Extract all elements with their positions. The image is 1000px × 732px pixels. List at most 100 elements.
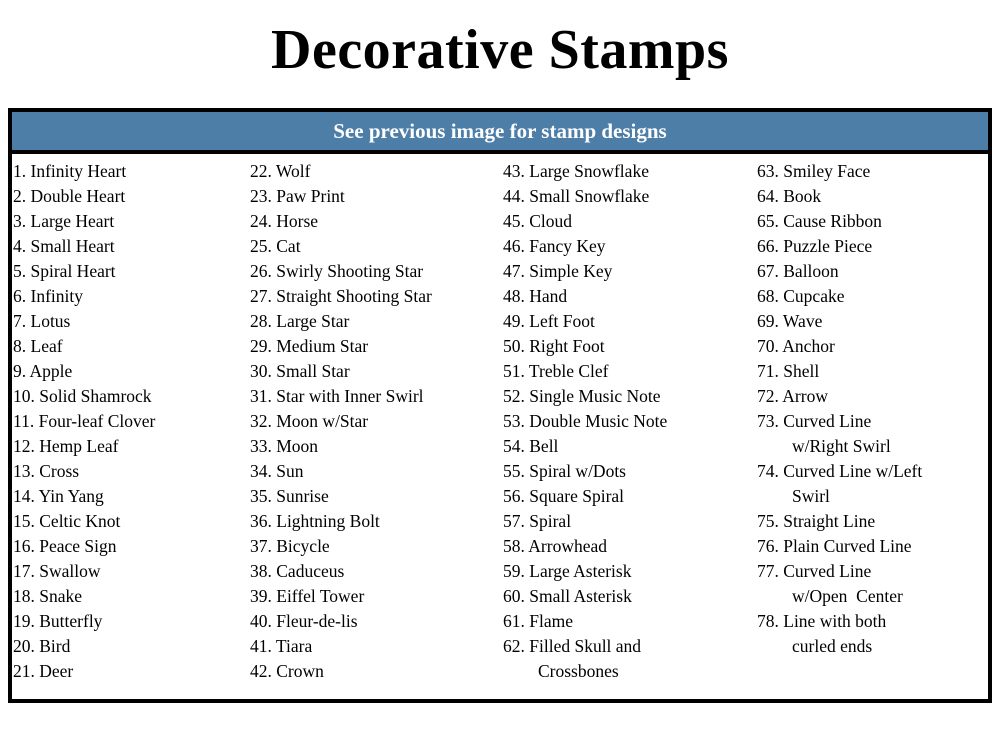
list-item-line: 11. Four-leaf Clover: [13, 411, 156, 431]
list-item-line: 67. Balloon: [757, 261, 839, 281]
list-item-line: 4. Small Heart: [13, 236, 115, 256]
list-item-line: 49. Left Foot: [503, 311, 595, 331]
list-item: 38. Caduceus: [250, 559, 503, 584]
list-item-line: 38. Caduceus: [250, 561, 345, 581]
list-item-line: 26. Swirly Shooting Star: [250, 261, 424, 281]
list-item-line: 18. Snake: [13, 586, 83, 606]
list-item-line: 48. Hand: [503, 286, 568, 306]
list-item: 48. Hand: [503, 284, 757, 309]
list-item: 62. Filled Skull and Crossbones: [503, 634, 757, 684]
list-item: 43. Large Snowflake: [503, 159, 757, 184]
list-item-wrap-line: Crossbones: [538, 661, 619, 681]
list-item-line: 74. Curved Line w/Left: [757, 461, 923, 481]
list-item-wrap-line: curled ends: [792, 636, 873, 656]
list-item-line: 5. Spiral Heart: [13, 261, 116, 281]
list-item: 61. Flame: [503, 609, 757, 634]
list-item: 78. Line with both curled ends: [757, 609, 988, 659]
banner-text: See previous image for stamp designs: [333, 118, 667, 143]
list-item: 4. Small Heart: [13, 234, 250, 259]
list-item-line: 78. Line with both: [757, 611, 887, 631]
list-item: 2. Double Heart: [13, 184, 250, 209]
list-item-line: 7. Lotus: [13, 311, 71, 331]
stamp-column-4: 63. Smiley Face 64. Book 65. Cause Ribbon 6…: [757, 159, 988, 659]
list-item-line: 31. Star with Inner Swirl: [250, 386, 424, 406]
list-item-line: 39. Eiffel Tower: [250, 586, 365, 606]
list-item: 71. Shell: [757, 359, 988, 384]
list-item: 5. Spiral Heart: [13, 259, 250, 284]
list-item-line: 36. Lightning Bolt: [250, 511, 380, 531]
list-item: 69. Wave: [757, 309, 988, 334]
list-item: 20. Bird: [13, 634, 250, 659]
list-item-line: 43. Large Snowflake: [503, 161, 649, 181]
list-item-line: 51. Treble Clef: [503, 361, 609, 381]
list-item-line: 29. Medium Star: [250, 336, 369, 356]
list-item-line: 60. Small Asterisk: [503, 586, 632, 606]
list-item-line: 13. Cross: [13, 461, 80, 481]
list-item-line: 57. Spiral: [503, 511, 572, 531]
list-item-line: 3. Large Heart: [13, 211, 115, 231]
list-item-line: 12. Hemp Leaf: [13, 436, 119, 456]
list-item-line: 32. Moon w/Star: [250, 411, 369, 431]
list-item-line: 9. Apple: [13, 361, 73, 381]
list-item-line: 21. Deer: [13, 661, 74, 681]
list-item: 30. Small Star: [250, 359, 503, 384]
list-item: 77. Curved Line w/Open Center: [757, 559, 988, 609]
page-title: Decorative Stamps: [271, 19, 729, 81]
list-item-wrap-line: Swirl: [792, 486, 830, 506]
list-item-line: 75. Straight Line: [757, 511, 876, 531]
list-item: 46. Fancy Key: [503, 234, 757, 259]
list-item-line: 63. Smiley Face: [757, 161, 871, 181]
list-item: 3. Large Heart: [13, 209, 250, 234]
list-item: 9. Apple: [13, 359, 250, 384]
list-item: 19. Butterfly: [13, 609, 250, 634]
list-item-line: 55. Spiral w/Dots: [503, 461, 626, 481]
list-item-line: 76. Plain Curved Line: [757, 536, 912, 556]
list-item: 54. Bell: [503, 434, 757, 459]
list-item-line: 16. Peace Sign: [13, 536, 117, 556]
list-item: 75. Straight Line: [757, 509, 988, 534]
list-item: 58. Arrowhead: [503, 534, 757, 559]
list-item: 37. Bicycle: [250, 534, 503, 559]
list-item: 13. Cross: [13, 459, 250, 484]
list-item: 64. Book: [757, 184, 988, 209]
list-item: 50. Right Foot: [503, 334, 757, 359]
list-item: 33. Moon: [250, 434, 503, 459]
list-item-line: 15. Celtic Knot: [13, 511, 121, 531]
list-item-wrap-line: w/Right Swirl: [792, 436, 891, 456]
list-item-line: 24. Horse: [250, 211, 319, 231]
list-item-line: 58. Arrowhead: [503, 536, 608, 556]
list-item-line: 20. Bird: [13, 636, 71, 656]
list-item: 15. Celtic Knot: [13, 509, 250, 534]
list-item-line: 22. Wolf: [250, 161, 311, 181]
list-item: 29. Medium Star: [250, 334, 503, 359]
list-item-line: 37. Bicycle: [250, 536, 330, 556]
list-item-line: 17. Swallow: [13, 561, 101, 581]
list-item: 1. Infinity Heart: [13, 159, 250, 184]
list-item: 23. Paw Print: [250, 184, 503, 209]
list-item-line: 23. Paw Print: [250, 186, 345, 206]
list-item-line: 53. Double Music Note: [503, 411, 668, 431]
list-item: 16. Peace Sign: [13, 534, 250, 559]
list-item-line: 62. Filled Skull and: [503, 636, 642, 656]
list-item-line: 42. Crown: [250, 661, 324, 681]
list-item: 47. Simple Key: [503, 259, 757, 284]
list-item-line: 6. Infinity: [13, 286, 83, 306]
list-item: 66. Puzzle Piece: [757, 234, 988, 259]
stamp-list-box: See previous image for stamp designs 1. …: [8, 108, 992, 703]
page: Decorative Stamps See previous image for…: [8, 19, 992, 703]
list-item: 14. Yin Yang: [13, 484, 250, 509]
list-item: 70. Anchor: [757, 334, 988, 359]
list-item-line: 14. Yin Yang: [13, 486, 104, 506]
list-item-line: 77. Curved Line: [757, 561, 872, 581]
list-item: 8. Leaf: [13, 334, 250, 359]
stamp-list: 1. Infinity Heart 2. Double Heart 3. Large…: [12, 154, 988, 684]
list-item-wrap-line: w/Open Center: [792, 586, 903, 606]
list-item: 74. Curved Line w/Left Swirl: [757, 459, 988, 509]
list-item-line: 61. Flame: [503, 611, 573, 631]
list-item: 39. Eiffel Tower: [250, 584, 503, 609]
list-item-line: 1. Infinity Heart: [13, 161, 127, 181]
list-item-line: 47. Simple Key: [503, 261, 613, 281]
list-item-line: 25. Cat: [250, 236, 301, 256]
list-item-line: 8. Leaf: [13, 336, 63, 356]
list-item: 40. Fleur-de-lis: [250, 609, 503, 634]
